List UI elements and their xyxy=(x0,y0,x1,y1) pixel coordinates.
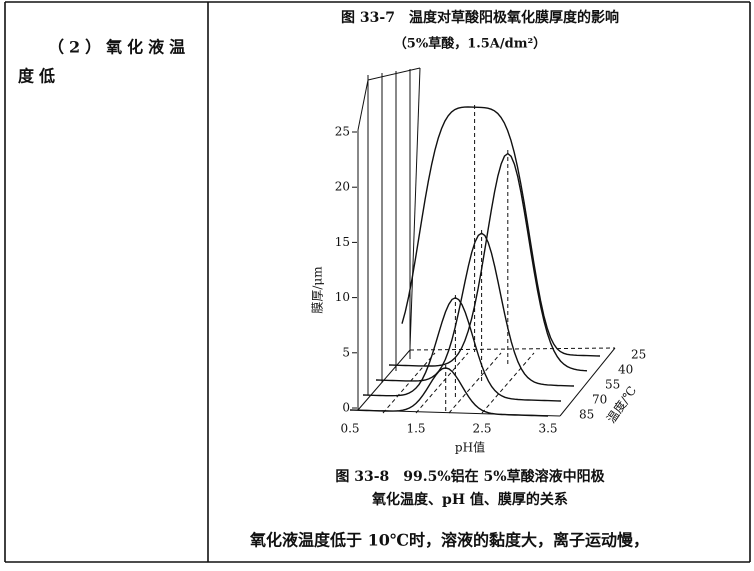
frame-line xyxy=(367,67,421,81)
z-tick-label: 5 xyxy=(342,345,350,359)
frame-line xyxy=(559,347,616,417)
curve xyxy=(375,232,575,387)
caption: 图 33-8 99.5%铝在 5%草酸溶液中阳极 xyxy=(335,468,605,485)
z-tick-label: 25 xyxy=(335,125,350,139)
depth-tick-label: 55 xyxy=(605,378,620,392)
curve xyxy=(362,297,562,402)
curve xyxy=(401,106,601,357)
frame-line xyxy=(448,352,502,414)
body-text: 氧化液温度低于 10℃时，溶液的黏度大，离子运动慢， xyxy=(249,531,649,550)
frame-line xyxy=(409,67,421,349)
left-heading: （2）氧化液温 xyxy=(48,38,190,57)
z-axis-label: 膜厚/μm xyxy=(311,266,325,314)
frame-line xyxy=(357,79,369,131)
caption: 氧化温度、pH 值、膜厚的关系 xyxy=(371,491,568,508)
figure-title: 图 33-7 温度对草酸阳极氧化膜厚度的影响 xyxy=(341,9,619,26)
z-tick-label: 0 xyxy=(342,401,350,415)
frame-line xyxy=(415,352,469,414)
figure-subtitle: （5%草酸，1.5A/dm²） xyxy=(394,36,546,52)
z-tick-label: 10 xyxy=(335,290,350,304)
frame-line xyxy=(382,352,436,414)
z-tick-label: 20 xyxy=(335,180,350,194)
depth-tick-label: 40 xyxy=(618,363,633,377)
curve xyxy=(349,367,549,417)
left-heading: 度低 xyxy=(18,67,60,86)
x-tick-label: 1.5 xyxy=(406,422,425,436)
x-tick-label: 3.5 xyxy=(538,422,557,436)
depth-tick-label: 85 xyxy=(579,408,594,422)
curve xyxy=(388,152,588,372)
z-tick-label: 15 xyxy=(335,235,350,249)
frame-line xyxy=(481,352,535,414)
depth-tick-label: 70 xyxy=(592,393,607,407)
frame-line xyxy=(409,347,616,351)
depth-tick-label: 25 xyxy=(631,348,646,362)
x-tick-label: 0.5 xyxy=(340,422,359,436)
x-tick-label: 2.5 xyxy=(472,422,491,436)
x-axis-label: pH值 xyxy=(455,440,485,455)
